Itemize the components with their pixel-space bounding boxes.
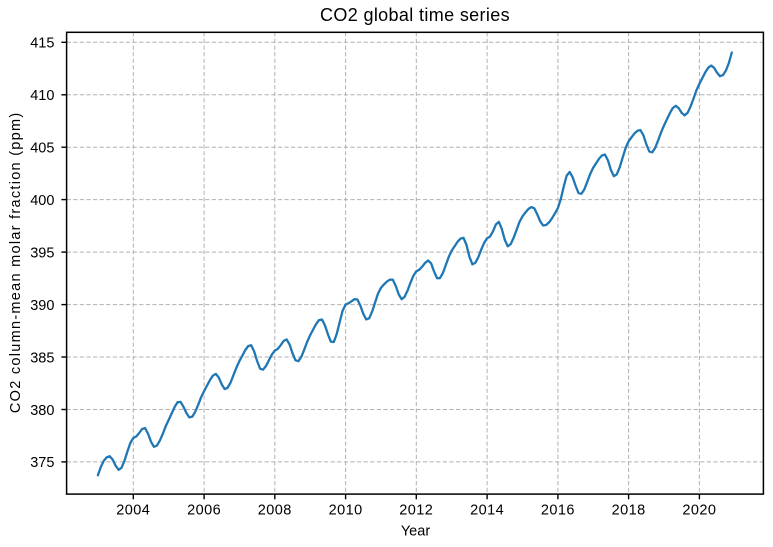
- svg-text:410: 410: [30, 88, 54, 104]
- svg-text:390: 390: [30, 298, 54, 314]
- svg-text:375: 375: [30, 455, 54, 471]
- svg-text:Year: Year: [401, 524, 430, 540]
- svg-text:405: 405: [30, 141, 54, 157]
- svg-text:2020: 2020: [682, 503, 716, 519]
- svg-text:2014: 2014: [470, 503, 504, 519]
- svg-text:2016: 2016: [541, 503, 575, 519]
- svg-text:415: 415: [30, 36, 54, 52]
- svg-text:2008: 2008: [258, 503, 292, 519]
- svg-text:2004: 2004: [116, 503, 150, 519]
- svg-text:2012: 2012: [399, 503, 433, 519]
- svg-text:2010: 2010: [329, 503, 363, 519]
- svg-text:2018: 2018: [612, 503, 646, 519]
- svg-text:CO2 global time series: CO2 global time series: [320, 5, 510, 25]
- svg-text:CO2 column-mean molar fraction: CO2 column-mean molar fraction (ppm): [8, 112, 24, 414]
- svg-text:400: 400: [30, 193, 54, 209]
- svg-text:380: 380: [30, 403, 54, 419]
- svg-text:2006: 2006: [187, 503, 221, 519]
- svg-text:395: 395: [30, 245, 54, 261]
- svg-text:385: 385: [30, 350, 54, 366]
